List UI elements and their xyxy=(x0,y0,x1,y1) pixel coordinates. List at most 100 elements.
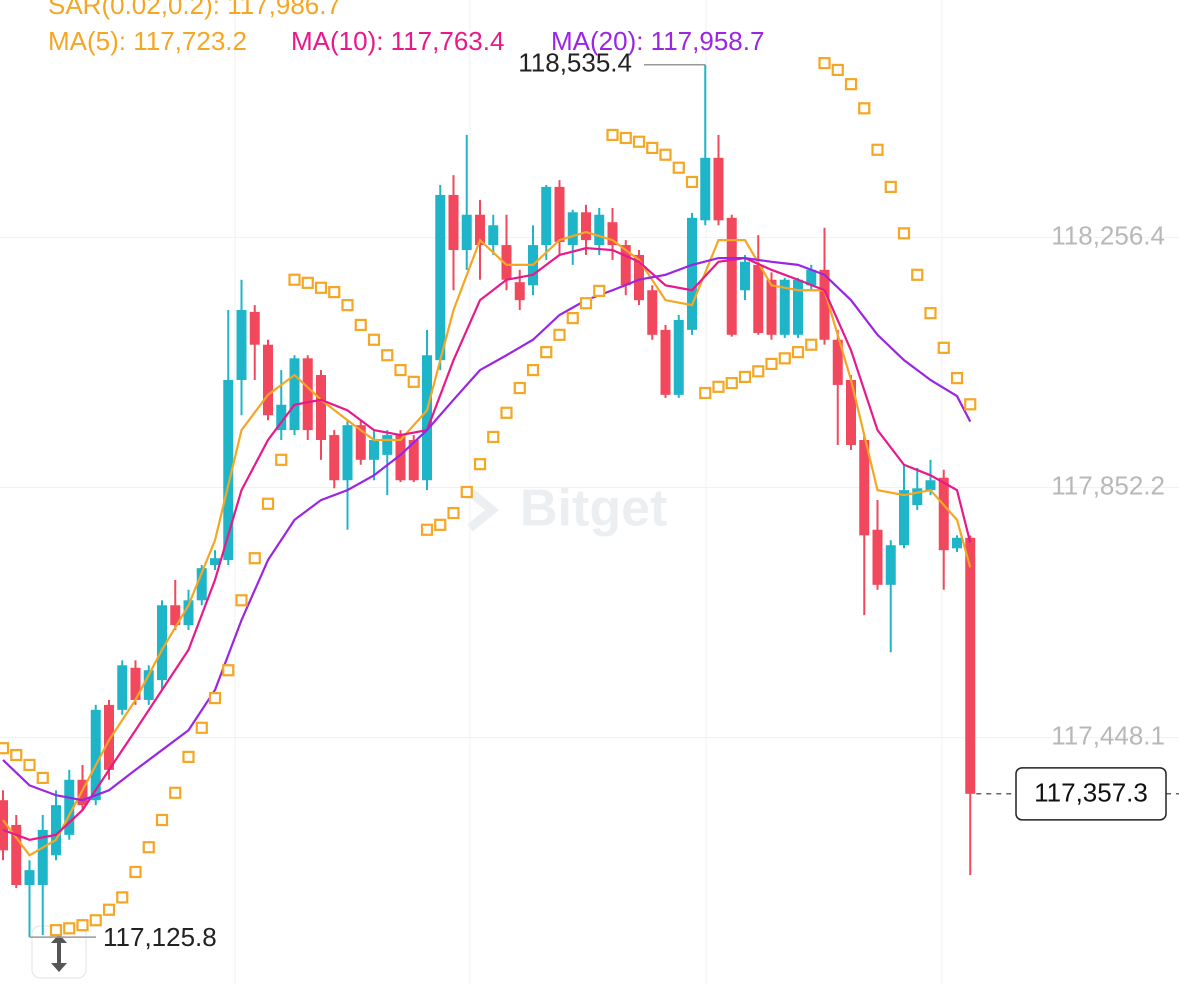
candle-body xyxy=(196,568,207,601)
sar-point xyxy=(434,518,447,531)
candle-body xyxy=(157,605,167,681)
sar-point xyxy=(129,865,142,879)
sar-point xyxy=(49,924,63,937)
sar-point xyxy=(169,786,182,799)
sar-point xyxy=(725,376,738,390)
sar-point xyxy=(63,922,76,935)
candle-body xyxy=(236,310,247,380)
sar-point xyxy=(0,742,10,755)
candle-body xyxy=(11,824,22,885)
candle-body xyxy=(620,245,631,286)
legend-entry: MA(10): 117,763.4 xyxy=(291,26,504,56)
sar-point xyxy=(924,307,937,320)
sar-point xyxy=(818,57,831,70)
sar-point xyxy=(381,349,394,362)
candle-body xyxy=(64,779,75,835)
candle-body xyxy=(713,157,724,221)
sar-point xyxy=(23,758,36,772)
candle-body xyxy=(925,480,936,491)
sar-point xyxy=(685,175,699,189)
sar-point xyxy=(964,398,977,411)
sar-point xyxy=(897,227,911,240)
candle-body xyxy=(634,254,644,301)
candle-body xyxy=(249,311,260,345)
candle-body xyxy=(673,319,684,395)
candle-body xyxy=(965,537,976,794)
candle-body xyxy=(117,665,128,710)
candle-body xyxy=(289,358,300,431)
sar-point xyxy=(778,352,791,365)
candle-body xyxy=(382,435,393,455)
candle-body xyxy=(766,279,777,335)
sar-point xyxy=(553,328,566,341)
candle-body xyxy=(581,212,591,241)
sar-point xyxy=(487,430,500,444)
candle-body xyxy=(183,600,194,626)
sar-point xyxy=(155,813,169,827)
min-label: 117,125.8 xyxy=(103,922,217,952)
sar-point xyxy=(341,299,354,312)
candle-body xyxy=(170,605,181,626)
candle-body xyxy=(329,435,340,481)
candle-body xyxy=(263,344,273,416)
candle-body xyxy=(647,290,658,335)
sar-point xyxy=(659,148,672,161)
candle-body xyxy=(912,488,923,505)
sar-point xyxy=(354,318,367,332)
candle-body xyxy=(567,212,578,246)
sar-point xyxy=(208,691,222,705)
candle-body xyxy=(726,217,737,335)
y-tick-label: 117,852.2 xyxy=(1051,470,1165,500)
candle-body xyxy=(819,269,830,340)
candle-body xyxy=(475,214,485,246)
sar-point xyxy=(328,286,341,299)
sar-point xyxy=(261,497,275,510)
sar-point xyxy=(619,131,632,145)
sar-point xyxy=(248,552,261,565)
candle-body xyxy=(355,425,366,460)
sar-point xyxy=(394,363,407,377)
legend-entry: MA(20): 117,958.7 xyxy=(551,26,764,56)
sar-point xyxy=(646,141,659,155)
sar-point xyxy=(911,268,924,281)
candle-body xyxy=(210,558,220,566)
ma-line xyxy=(2,256,972,802)
sar-point xyxy=(672,161,685,174)
sar-point xyxy=(805,338,818,351)
candle-body xyxy=(846,379,856,445)
y-tick-label: 118,256.4 xyxy=(1051,220,1165,250)
sar-point xyxy=(407,375,420,388)
candle-body xyxy=(501,245,512,280)
watermark-text: Bitget xyxy=(520,480,667,538)
candle-body xyxy=(342,425,353,481)
legend-entry: MA(5): 117,723.2 xyxy=(48,26,247,56)
candle-body xyxy=(223,379,234,561)
candle-body xyxy=(740,261,750,291)
toggle-icon xyxy=(51,934,67,972)
sar-point xyxy=(632,135,646,148)
sar-point xyxy=(142,841,155,854)
sar-point xyxy=(195,721,208,734)
watermark: Bitget xyxy=(467,480,667,538)
candle-body xyxy=(24,870,35,885)
sar-point xyxy=(314,281,328,294)
sar-point xyxy=(738,370,752,383)
sar-point xyxy=(301,276,314,289)
max-label: 118,535.4 xyxy=(518,48,632,78)
candle-body xyxy=(302,358,313,431)
candle-body xyxy=(541,186,552,246)
y-tick-label: 117,448.1 xyxy=(1051,721,1165,751)
candle-body xyxy=(832,339,843,385)
candle-body xyxy=(952,537,962,549)
candle-body xyxy=(316,375,326,441)
watermark-logo xyxy=(467,488,500,532)
sar-point xyxy=(752,365,765,378)
sar-point xyxy=(447,506,460,520)
candle-body xyxy=(395,435,406,481)
sar-point xyxy=(831,63,844,77)
candle-body xyxy=(435,194,446,361)
sar-point xyxy=(566,311,579,325)
sar-point xyxy=(460,485,473,499)
